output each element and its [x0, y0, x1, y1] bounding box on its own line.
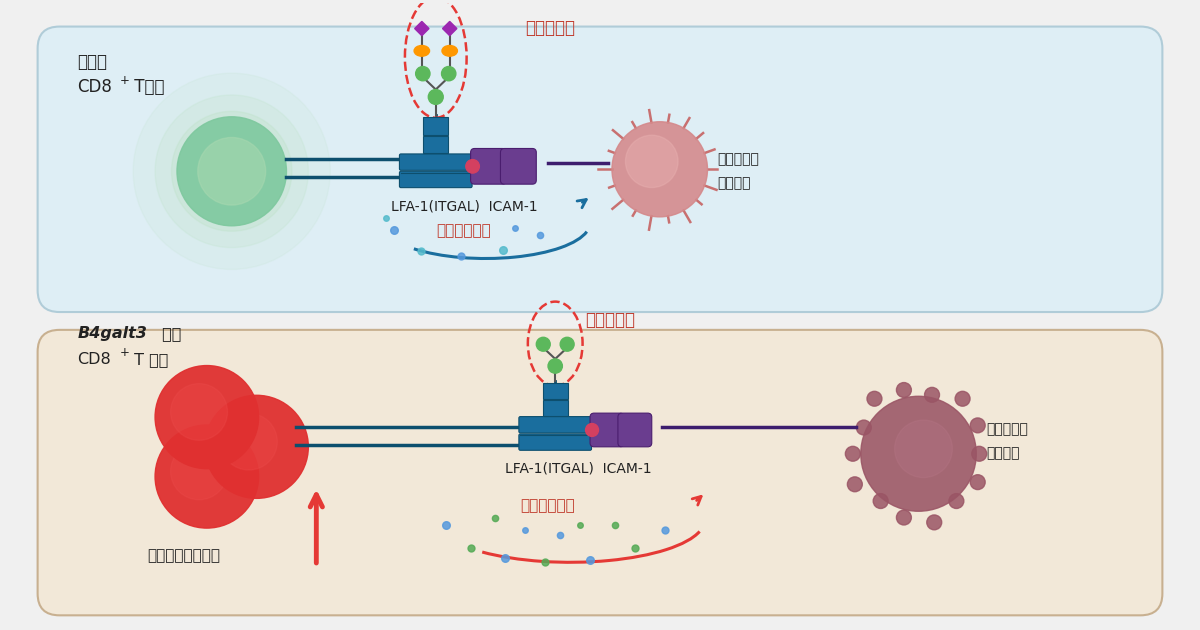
Circle shape	[221, 413, 277, 470]
FancyBboxPatch shape	[542, 383, 568, 399]
Circle shape	[845, 446, 860, 461]
FancyBboxPatch shape	[542, 400, 568, 416]
Text: LFA-1(ITGAL)  ICAM-1: LFA-1(ITGAL) ICAM-1	[391, 200, 538, 214]
FancyBboxPatch shape	[618, 413, 652, 447]
Circle shape	[860, 396, 977, 512]
Circle shape	[847, 477, 863, 492]
Text: LFA-1(ITGAL)  ICAM-1: LFA-1(ITGAL) ICAM-1	[505, 462, 652, 476]
Polygon shape	[443, 21, 457, 36]
Text: サイトカイン: サイトカイン	[521, 498, 575, 513]
FancyBboxPatch shape	[37, 26, 1163, 312]
Circle shape	[895, 420, 953, 478]
Text: T 細胞: T 細胞	[130, 352, 168, 367]
Circle shape	[176, 117, 287, 226]
FancyBboxPatch shape	[518, 416, 592, 433]
Circle shape	[857, 420, 871, 435]
Circle shape	[949, 493, 964, 508]
Circle shape	[955, 391, 970, 406]
Circle shape	[428, 89, 443, 105]
FancyBboxPatch shape	[37, 330, 1163, 616]
FancyBboxPatch shape	[424, 117, 449, 135]
FancyBboxPatch shape	[400, 171, 472, 188]
Text: 完整の糖鎖: 完整の糖鎖	[526, 18, 575, 37]
FancyBboxPatch shape	[500, 149, 536, 184]
Circle shape	[155, 95, 308, 248]
Circle shape	[866, 391, 882, 406]
Circle shape	[536, 337, 551, 351]
FancyBboxPatch shape	[400, 154, 472, 170]
Text: 欠損の糖鎖: 欠損の糖鎖	[586, 311, 635, 329]
FancyBboxPatch shape	[590, 413, 624, 447]
Circle shape	[170, 384, 228, 440]
Text: 腫瑛細胞: 腫瑛細胞	[986, 446, 1020, 460]
Circle shape	[971, 475, 985, 490]
FancyBboxPatch shape	[470, 149, 506, 184]
Circle shape	[874, 493, 888, 508]
Circle shape	[548, 359, 563, 373]
Text: サイトカイン: サイトカイン	[436, 223, 491, 238]
Circle shape	[896, 382, 911, 398]
Circle shape	[133, 73, 330, 270]
Circle shape	[442, 67, 456, 81]
Ellipse shape	[442, 45, 457, 56]
Text: B4galt3: B4galt3	[78, 326, 148, 341]
Ellipse shape	[414, 45, 430, 56]
FancyBboxPatch shape	[424, 136, 449, 154]
Circle shape	[896, 510, 911, 525]
Polygon shape	[415, 21, 428, 36]
Circle shape	[172, 112, 292, 231]
Circle shape	[924, 387, 940, 402]
Circle shape	[466, 159, 479, 173]
Text: +: +	[120, 74, 130, 86]
Circle shape	[972, 446, 986, 461]
Text: 野生型: 野生型	[78, 54, 108, 71]
Circle shape	[155, 425, 258, 528]
Text: CD8: CD8	[78, 78, 113, 96]
Text: T細胞: T細胞	[130, 78, 164, 96]
Circle shape	[625, 135, 678, 188]
Circle shape	[205, 395, 308, 498]
Circle shape	[198, 137, 265, 205]
Circle shape	[560, 337, 574, 351]
Circle shape	[586, 423, 599, 437]
Text: CD8: CD8	[78, 352, 112, 367]
Text: 欠損: 欠損	[157, 326, 181, 341]
Text: 腫瑛細胞: 腫瑛細胞	[718, 176, 751, 190]
Circle shape	[971, 418, 985, 433]
Text: 腫瑛への殺傷効果: 腫瑛への殺傷効果	[148, 548, 220, 563]
Circle shape	[926, 515, 942, 530]
Text: +: +	[120, 346, 130, 359]
Circle shape	[612, 122, 708, 217]
Circle shape	[155, 365, 258, 469]
Circle shape	[170, 443, 228, 500]
FancyBboxPatch shape	[518, 434, 592, 450]
Circle shape	[415, 67, 430, 81]
Text: 高免疫原性: 高免疫原性	[718, 152, 760, 166]
Text: 高免疫原性: 高免疫原性	[986, 422, 1028, 436]
